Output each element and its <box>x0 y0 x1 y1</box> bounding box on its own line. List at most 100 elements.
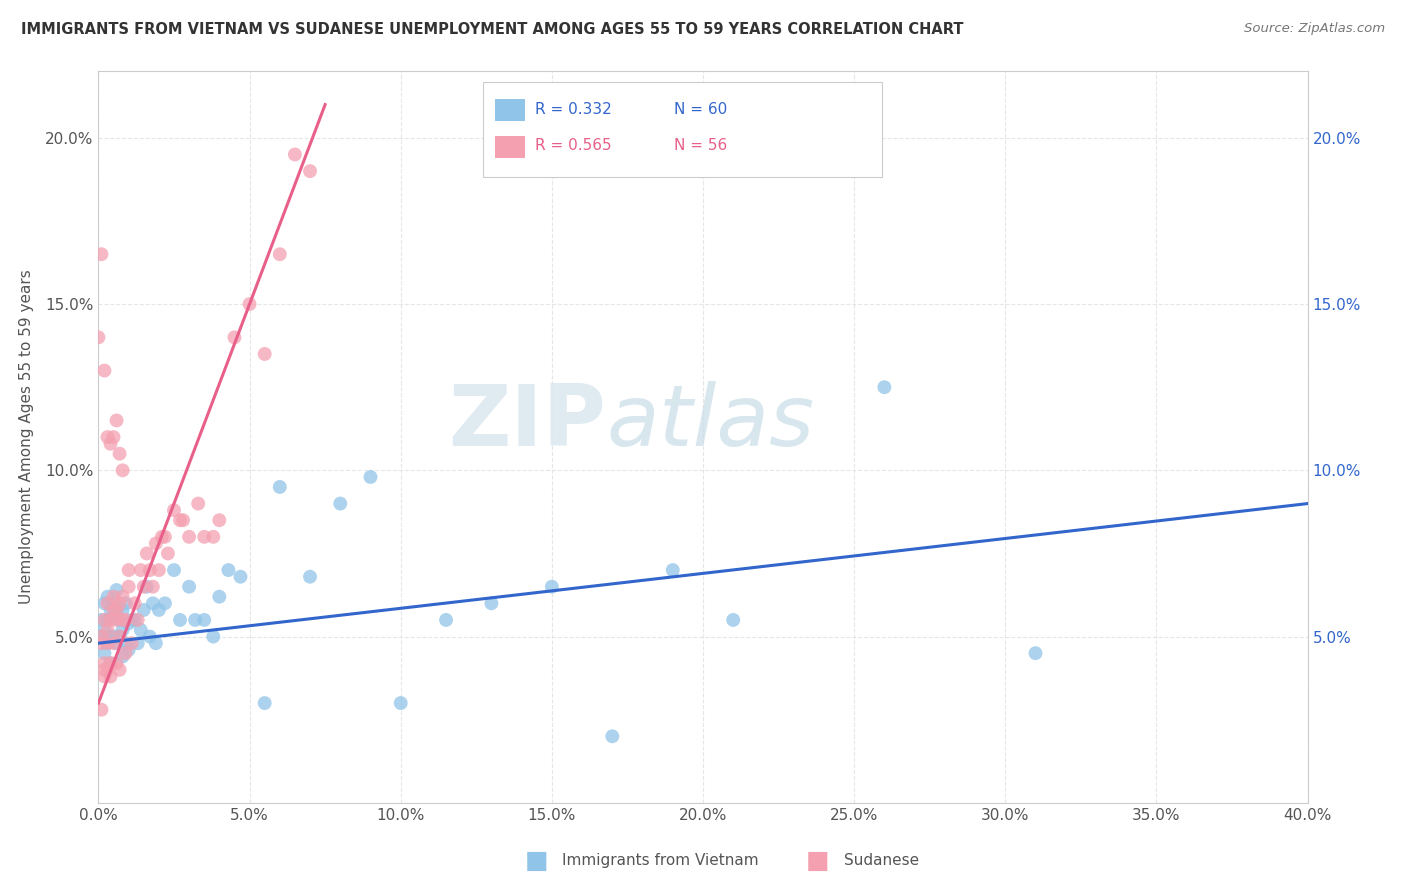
Point <box>118 563 141 577</box>
Point <box>93 623 115 637</box>
Point <box>93 363 115 377</box>
Point <box>118 616 141 631</box>
Point <box>873 380 896 394</box>
Point <box>148 603 170 617</box>
Point <box>108 447 131 461</box>
Point <box>93 669 115 683</box>
Point <box>269 247 291 261</box>
Point <box>187 497 209 511</box>
Point <box>132 580 155 594</box>
Point <box>481 596 503 610</box>
Point <box>1024 646 1046 660</box>
Point <box>184 613 207 627</box>
Point <box>179 580 201 594</box>
Point <box>103 630 125 644</box>
Point <box>135 580 157 594</box>
Point <box>96 596 118 610</box>
Point <box>723 613 745 627</box>
Point <box>111 463 134 477</box>
Point <box>105 603 128 617</box>
Point <box>93 596 115 610</box>
Point <box>114 596 136 610</box>
Point <box>108 613 131 627</box>
Point <box>90 630 112 644</box>
Point <box>202 530 225 544</box>
Point <box>100 656 122 670</box>
Point <box>360 470 382 484</box>
Point <box>93 656 115 670</box>
Point <box>153 596 176 610</box>
Point <box>661 563 683 577</box>
Text: ■: ■ <box>806 849 830 872</box>
Point <box>90 613 112 627</box>
Point <box>163 503 186 517</box>
FancyBboxPatch shape <box>495 136 526 158</box>
Point <box>100 669 122 683</box>
Point <box>103 603 125 617</box>
Point <box>253 347 276 361</box>
Point <box>90 703 112 717</box>
Point <box>108 663 131 677</box>
Point <box>103 609 125 624</box>
Y-axis label: Unemployment Among Ages 55 to 59 years: Unemployment Among Ages 55 to 59 years <box>20 269 34 605</box>
Point <box>111 603 134 617</box>
Point <box>208 513 231 527</box>
Point <box>108 630 131 644</box>
Text: Source: ZipAtlas.com: Source: ZipAtlas.com <box>1244 22 1385 36</box>
Point <box>105 413 128 427</box>
Text: Sudanese: Sudanese <box>844 854 918 868</box>
Point <box>90 630 112 644</box>
Point <box>202 630 225 644</box>
Point <box>111 623 134 637</box>
Point <box>169 613 191 627</box>
Point <box>127 636 149 650</box>
Point <box>602 729 624 743</box>
Point <box>93 613 115 627</box>
Point <box>111 613 134 627</box>
Point <box>118 580 141 594</box>
Text: ■: ■ <box>524 849 548 872</box>
Point <box>169 513 191 527</box>
Point <box>96 613 118 627</box>
Point <box>208 590 231 604</box>
Point <box>145 536 167 550</box>
Point <box>329 497 352 511</box>
Point <box>90 247 112 261</box>
Point <box>193 530 215 544</box>
Point <box>87 330 110 344</box>
Point <box>96 663 118 677</box>
Point <box>239 297 262 311</box>
Point <box>299 164 322 178</box>
Point <box>129 623 152 637</box>
Text: R = 0.565: R = 0.565 <box>534 138 612 153</box>
Point <box>105 603 128 617</box>
Point <box>90 636 112 650</box>
Point <box>145 636 167 650</box>
Point <box>103 430 125 444</box>
Point <box>389 696 412 710</box>
Point <box>179 530 201 544</box>
Point <box>132 603 155 617</box>
Point <box>121 636 143 650</box>
Point <box>253 696 276 710</box>
Point <box>111 649 134 664</box>
Point <box>103 596 125 610</box>
Point <box>217 563 239 577</box>
Point <box>100 613 122 627</box>
Point <box>299 570 322 584</box>
Text: R = 0.332: R = 0.332 <box>534 102 612 117</box>
Point <box>135 546 157 560</box>
Point <box>139 630 162 644</box>
Point <box>148 563 170 577</box>
FancyBboxPatch shape <box>482 82 882 178</box>
Point <box>108 630 131 644</box>
Point <box>93 646 115 660</box>
Point <box>142 596 165 610</box>
Point <box>172 513 194 527</box>
Point <box>150 530 173 544</box>
Point <box>269 480 291 494</box>
Point <box>114 646 136 660</box>
Point <box>96 623 118 637</box>
Point <box>105 613 128 627</box>
Point <box>224 330 246 344</box>
